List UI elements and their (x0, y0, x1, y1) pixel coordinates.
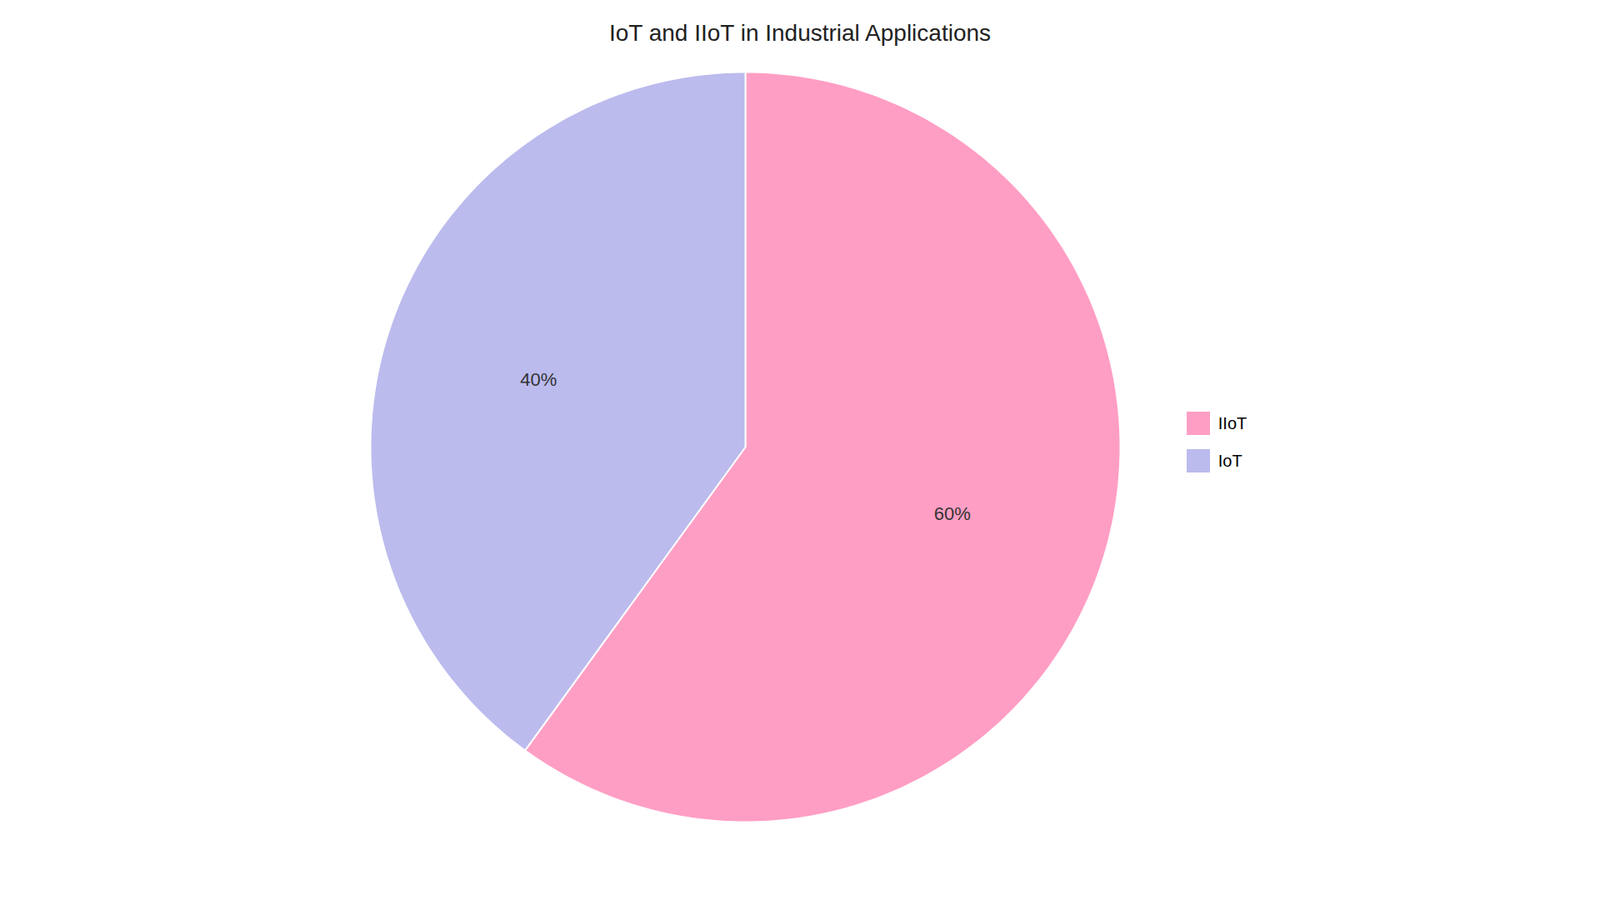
html-text:IoT: IoT (1218, 451, 1243, 470)
svg-text:40%: 40% (520, 369, 557, 390)
html-text:IIoT: IIoT (1218, 414, 1247, 433)
svg-text:60%: 60% (933, 503, 970, 525)
html-text:IoT and IIoT in Industrial App: IoT and IIoT in Industrial Applications (609, 20, 991, 46)
